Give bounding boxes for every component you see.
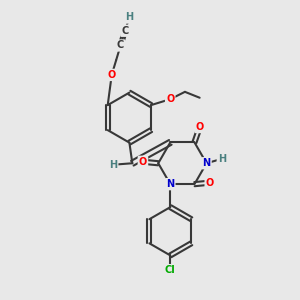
Text: O: O	[139, 157, 147, 167]
Text: H: H	[218, 154, 226, 164]
Text: N: N	[166, 179, 174, 189]
Text: O: O	[206, 178, 214, 188]
Text: Cl: Cl	[165, 265, 176, 275]
Text: O: O	[166, 94, 174, 104]
Text: C: C	[117, 40, 124, 50]
Text: H: H	[125, 13, 134, 22]
Text: H: H	[109, 160, 117, 170]
Text: C: C	[121, 26, 129, 36]
Text: O: O	[196, 122, 204, 132]
Text: N: N	[202, 158, 211, 168]
Text: O: O	[108, 70, 116, 80]
